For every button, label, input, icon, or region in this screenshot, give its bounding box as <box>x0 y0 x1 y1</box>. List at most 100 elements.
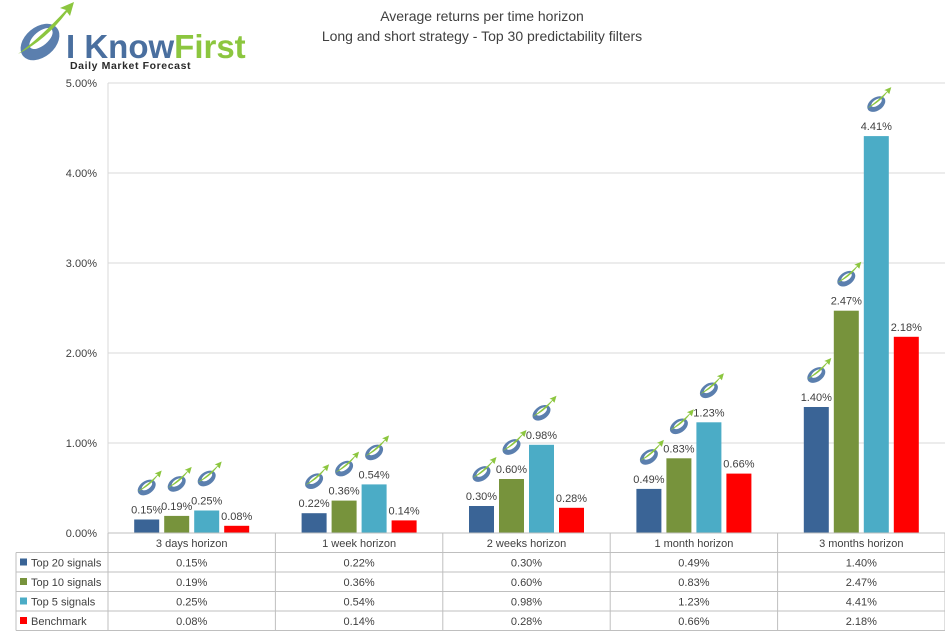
data-label: 0.19% <box>161 501 192 513</box>
data-labels: 0.15%0.19%0.25% 0.08% 0.22%0.36% 0.54% 0.14%… <box>131 121 922 523</box>
data-label: 0.60% <box>496 464 527 476</box>
y-tick-label: 5.00% <box>66 78 97 90</box>
table-cell: 0.28% <box>511 616 542 628</box>
y-tick-label: 1.00% <box>66 438 97 450</box>
data-label: 1.40% <box>801 392 832 404</box>
data-label: 0.25% <box>191 496 222 508</box>
table-cell: 0.15% <box>176 558 207 570</box>
bar <box>636 488 662 533</box>
data-label: 0.22% <box>298 498 329 510</box>
table-cell: 0.54% <box>343 597 374 609</box>
chart-title: Average returns per time horizon <box>380 8 584 24</box>
brand-swoosh-icon <box>864 87 892 116</box>
data-label: 0.14% <box>388 505 419 517</box>
brand-swoosh-icon <box>834 261 862 290</box>
data-label: 0.28% <box>556 493 587 505</box>
data-label: 1.23% <box>693 407 724 419</box>
chart-subtitle: Long and short strategy - Top 30 predict… <box>322 28 642 44</box>
data-label: 0.98% <box>526 430 557 442</box>
brand-swoosh-logo-icon <box>18 2 74 61</box>
brand-swoosh-icon <box>194 461 222 490</box>
x-category-label: 3 months horizon <box>819 538 903 550</box>
table-cell: 0.22% <box>343 558 374 570</box>
brand-swoosh-icon <box>529 395 557 424</box>
table-cell: 0.36% <box>343 577 374 589</box>
bar <box>469 506 494 533</box>
bar-logos <box>134 87 892 499</box>
brand-logo: I KnowFirst Daily Market Forecast <box>18 2 246 72</box>
brand-swoosh-icon <box>164 466 192 495</box>
data-table: 3 days horizon 1 week horizon 2 weeks hori… <box>15 532 945 631</box>
brand-swoosh-icon <box>302 464 330 493</box>
bar <box>224 525 250 533</box>
table-cell: 0.83% <box>678 577 709 589</box>
bar <box>194 510 220 533</box>
legend-series-name: Top 10 signals <box>31 577 102 589</box>
brand-swoosh-icon <box>134 470 162 499</box>
table-cell: 0.49% <box>678 558 709 570</box>
data-label: 4.41% <box>861 121 892 133</box>
brand-name-part2: First <box>174 28 246 65</box>
data-label: 0.30% <box>466 491 497 503</box>
x-category-label: 1 week horizon <box>322 538 396 550</box>
table-cell: 4.41% <box>846 597 877 609</box>
legend-swatch <box>20 617 27 624</box>
brand-tagline: Daily Market Forecast <box>70 60 191 72</box>
table-cell: 0.14% <box>343 616 374 628</box>
bars <box>134 136 919 533</box>
table-cell: 0.25% <box>176 597 207 609</box>
y-tick-label: 2.00% <box>66 348 97 360</box>
legend-swatch <box>20 578 27 585</box>
bar <box>499 479 524 533</box>
brand-swoosh-icon <box>499 430 527 459</box>
brand-swoosh-icon <box>362 435 390 464</box>
bar <box>726 473 752 533</box>
bar <box>391 520 417 533</box>
data-label: 0.15% <box>131 505 162 517</box>
data-label: 0.54% <box>358 469 389 481</box>
brand-swoosh-icon <box>636 439 664 468</box>
x-category-label: 2 weeks horizon <box>487 538 567 550</box>
table-cell: 1.40% <box>846 558 877 570</box>
bar <box>803 407 829 533</box>
bar <box>696 422 722 533</box>
table-cell: 0.60% <box>511 577 542 589</box>
legend-swatch <box>20 597 27 605</box>
x-category-label: 3 days horizon <box>156 538 228 550</box>
table-cell: 2.47% <box>846 577 877 589</box>
data-label: 0.36% <box>328 486 359 498</box>
data-label: 0.83% <box>663 443 694 455</box>
table-cell: 0.08% <box>176 616 207 628</box>
bar <box>833 310 859 533</box>
bar <box>361 484 387 533</box>
data-label: 0.49% <box>633 474 664 486</box>
bar <box>666 458 692 533</box>
table-cell: 2.18% <box>846 616 877 628</box>
y-tick-label: 3.00% <box>66 258 97 270</box>
y-axis-tick-labels: 0.00% 1.00% 2.00% 3.00% 4.00% 5.00% <box>66 78 97 540</box>
bar <box>164 515 190 533</box>
brand-swoosh-icon <box>666 409 694 438</box>
x-category-label: 1 month horizon <box>654 538 733 550</box>
table-cell: 1.23% <box>678 597 709 609</box>
table-cell: 0.98% <box>511 597 542 609</box>
table-cell: 0.66% <box>678 616 709 628</box>
data-label: 2.18% <box>891 322 922 334</box>
data-label: 0.66% <box>723 459 754 471</box>
brand-swoosh-icon <box>469 457 497 486</box>
y-tick-label: 4.00% <box>66 168 97 180</box>
y-tick-label: 0.00% <box>66 528 97 540</box>
bar <box>301 513 327 533</box>
data-label: 2.47% <box>831 296 862 308</box>
legend-swatch <box>20 558 27 566</box>
svg-text:I KnowFirst: I KnowFirst <box>66 28 246 65</box>
legend-series-name: Top 20 signals <box>31 558 102 570</box>
bar <box>893 336 919 533</box>
table-cell: 0.19% <box>176 577 207 589</box>
brand-swoosh-icon <box>332 451 360 480</box>
bar <box>331 500 357 533</box>
bar <box>529 444 554 533</box>
legend-series-name: Top 5 signals <box>31 597 96 609</box>
brand-swoosh-icon <box>804 358 832 387</box>
